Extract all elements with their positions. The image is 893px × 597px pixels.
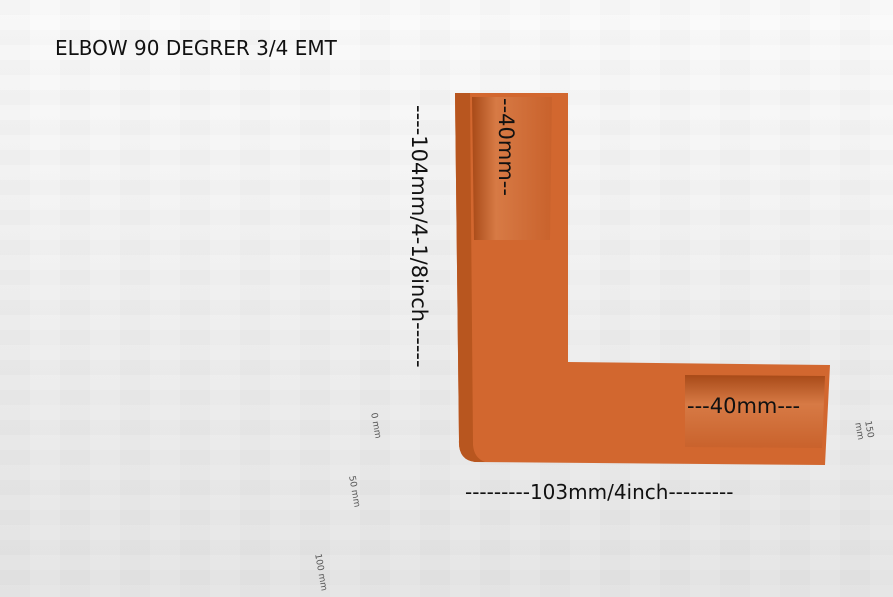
right-socket-dimension-label: ---40mm---	[687, 394, 801, 418]
scale-label-150: 150 mm	[852, 420, 875, 441]
socket-right-cavity	[685, 375, 825, 448]
elbow-edge-shade	[455, 93, 485, 462]
width-dimension-label: ---------103mm/4inch---------	[465, 480, 734, 504]
socket-top-cavity	[472, 97, 552, 240]
model-title: ELBOW 90 DEGRER 3/4 EMT	[55, 36, 337, 60]
height-dimension-label: ----104mm/4-1/8inch------	[407, 105, 431, 368]
top-socket-dimension-label: --40mm--	[494, 98, 518, 196]
